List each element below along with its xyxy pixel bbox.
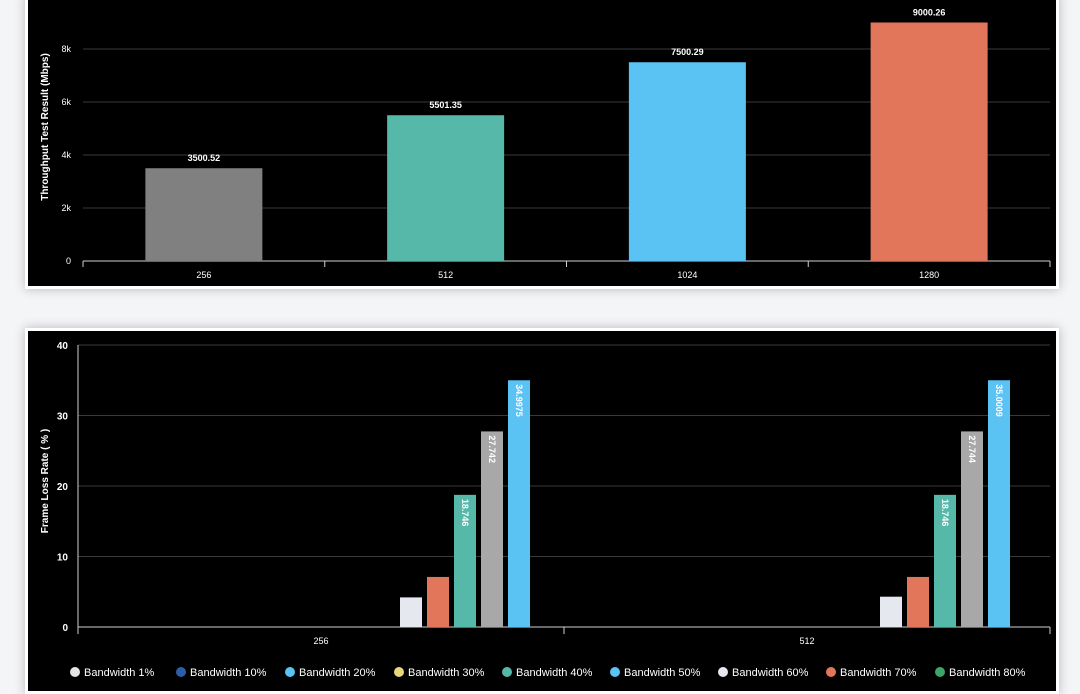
x-tick-label: 512 <box>438 270 453 280</box>
x-tick-label: 256 <box>313 636 328 646</box>
throughput-chart: Throughput Test Result (Mbps) 0 2k 4k 6k 8k 3… <box>40 7 1051 280</box>
y-tick-label: 2k <box>61 203 71 213</box>
frame-loss-chart-panel: Frame Loss Rate ( % ) 0 10 20 30 40 256 18.746… <box>25 328 1059 694</box>
y-tick-label: 20 <box>57 482 69 493</box>
legend-entry: Bandwidth 70% <box>840 667 917 679</box>
data-label: 27.742 <box>487 435 497 463</box>
x-tick-label: 1280 <box>919 270 939 280</box>
data-label: 5501.35 <box>429 100 462 110</box>
bar-256-series-6 <box>400 597 422 627</box>
legend-marker <box>502 667 512 677</box>
legend-marker <box>718 667 728 677</box>
bar-512-series-6 <box>880 596 902 627</box>
data-label: 3500.52 <box>188 153 221 163</box>
bar-1280 <box>870 22 988 262</box>
y-tick-label: 8k <box>61 44 71 54</box>
x-tick-label: 256 <box>196 270 211 280</box>
y-tick-label: 30 <box>57 412 69 423</box>
y-tick-label: 0 <box>66 256 71 266</box>
bar-1024 <box>628 62 746 262</box>
y-tick-label: 0 <box>62 623 68 634</box>
y-axis-title: Throughput Test Result (Mbps) <box>40 53 51 201</box>
legend-entry: Bandwidth 30% <box>408 667 485 679</box>
data-label: 9000.26 <box>913 7 946 17</box>
legend-entry: Bandwidth 60% <box>732 667 809 679</box>
bar-256-series-8 <box>454 494 476 627</box>
y-tick-label: 6k <box>61 97 71 107</box>
bar-256-series-7 <box>427 576 449 627</box>
legend-entry: Bandwidth 40% <box>516 667 593 679</box>
legend-entry: Bandwidth 80% <box>949 667 1026 679</box>
legend-marker <box>610 667 620 677</box>
y-axis-title: Frame Loss Rate ( % ) <box>40 429 51 533</box>
bar-512 <box>387 115 505 261</box>
legend-marker <box>826 667 836 677</box>
throughput-chart-panel: Throughput Test Result (Mbps) 0 2k 4k 6k 8k 3… <box>25 0 1059 289</box>
data-label: 18.746 <box>460 499 470 527</box>
legend-entry: Bandwidth 10% <box>190 667 267 679</box>
legend-marker <box>394 667 404 677</box>
data-label: 7500.29 <box>671 47 704 57</box>
data-label: 35.0009 <box>994 384 1004 417</box>
data-label: 18.746 <box>940 499 950 527</box>
legend-marker <box>70 667 80 677</box>
x-tick-label: 1024 <box>677 270 697 280</box>
y-tick-label: 40 <box>57 341 69 352</box>
legend-entry: Bandwidth 50% <box>624 667 701 679</box>
bar-512-series-10 <box>988 380 1010 627</box>
bar-256 <box>145 168 263 261</box>
legend-entry: Bandwidth 1% <box>84 667 155 679</box>
bar-512-series-7 <box>907 576 929 627</box>
bar-512-series-8 <box>934 494 956 627</box>
legend-marker <box>285 667 295 677</box>
frame-loss-chart: Frame Loss Rate ( % ) 0 10 20 30 40 256 18.746… <box>40 341 1051 679</box>
y-tick-label: 10 <box>57 553 69 564</box>
legend-marker <box>176 667 186 677</box>
legend-marker <box>935 667 945 677</box>
bar-256-series-9 <box>481 431 503 627</box>
data-label: 34.9975 <box>514 384 524 417</box>
bar-256-series-10 <box>508 380 530 627</box>
y-tick-label: 4k <box>61 150 71 160</box>
x-tick-label: 512 <box>799 636 814 646</box>
legend-entry: Bandwidth 20% <box>299 667 376 679</box>
data-label: 27.744 <box>967 435 977 463</box>
bar-512-series-9 <box>961 431 983 627</box>
